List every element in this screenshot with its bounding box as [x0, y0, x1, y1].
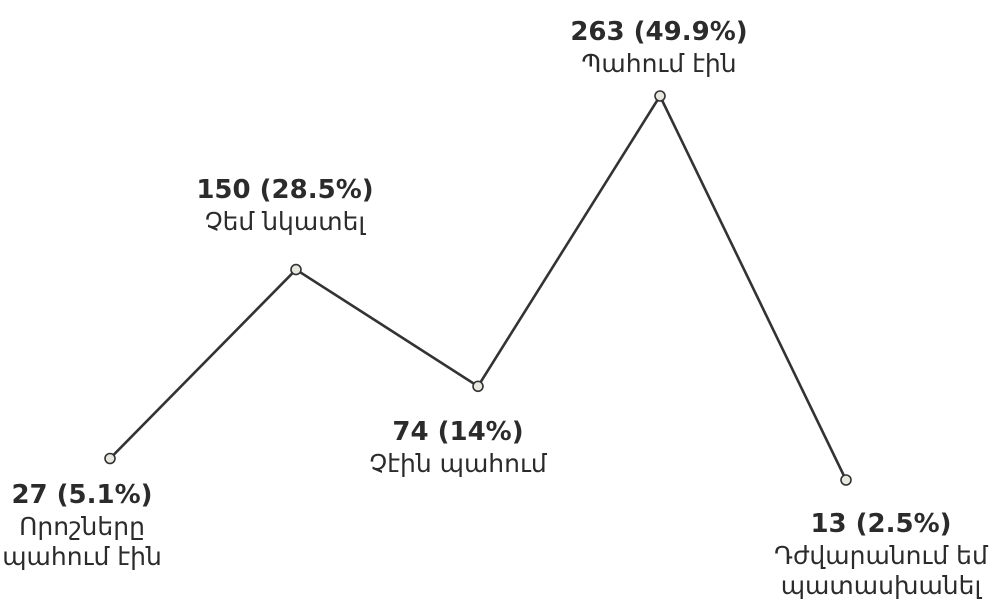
data-point [104, 452, 116, 465]
category-label: Որոշները պահում էին [2, 512, 162, 571]
category-label: Չեմ նկատել [205, 207, 367, 236]
label-layer: 27 (5.1%)Որոշները պահում էին 150 (28.5%)Չե… [2, 17, 989, 600]
data-label: 150 (28.5%) [196, 175, 373, 205]
data-point-layer [104, 90, 852, 486]
category-label: Պահում էին [581, 49, 736, 78]
data-label: 263 (49.9%) [570, 17, 747, 47]
data-point [840, 474, 852, 486]
data-label: 74 (14%) [392, 417, 523, 447]
category-label-line: պատասխանել [781, 571, 983, 600]
data-label: 13 (2.5%) [810, 509, 951, 539]
category-label-line: Որոշները [19, 512, 145, 541]
data-point [472, 380, 484, 393]
category-label-line: պահում էին [2, 542, 162, 571]
category-label: Դժվարանում եմ պատասխանել [774, 541, 989, 600]
category-label-line: Չեմ նկատել [205, 207, 367, 236]
category-label-line: Դժվարանում եմ [774, 541, 989, 570]
data-point [290, 263, 302, 276]
category-label-line: Չէին պահում [369, 449, 548, 478]
data-point [654, 90, 666, 102]
category-label-line: Պահում էին [581, 49, 736, 78]
data-label: 27 (5.1%) [11, 480, 152, 510]
category-label: Չէին պահում [369, 449, 548, 478]
